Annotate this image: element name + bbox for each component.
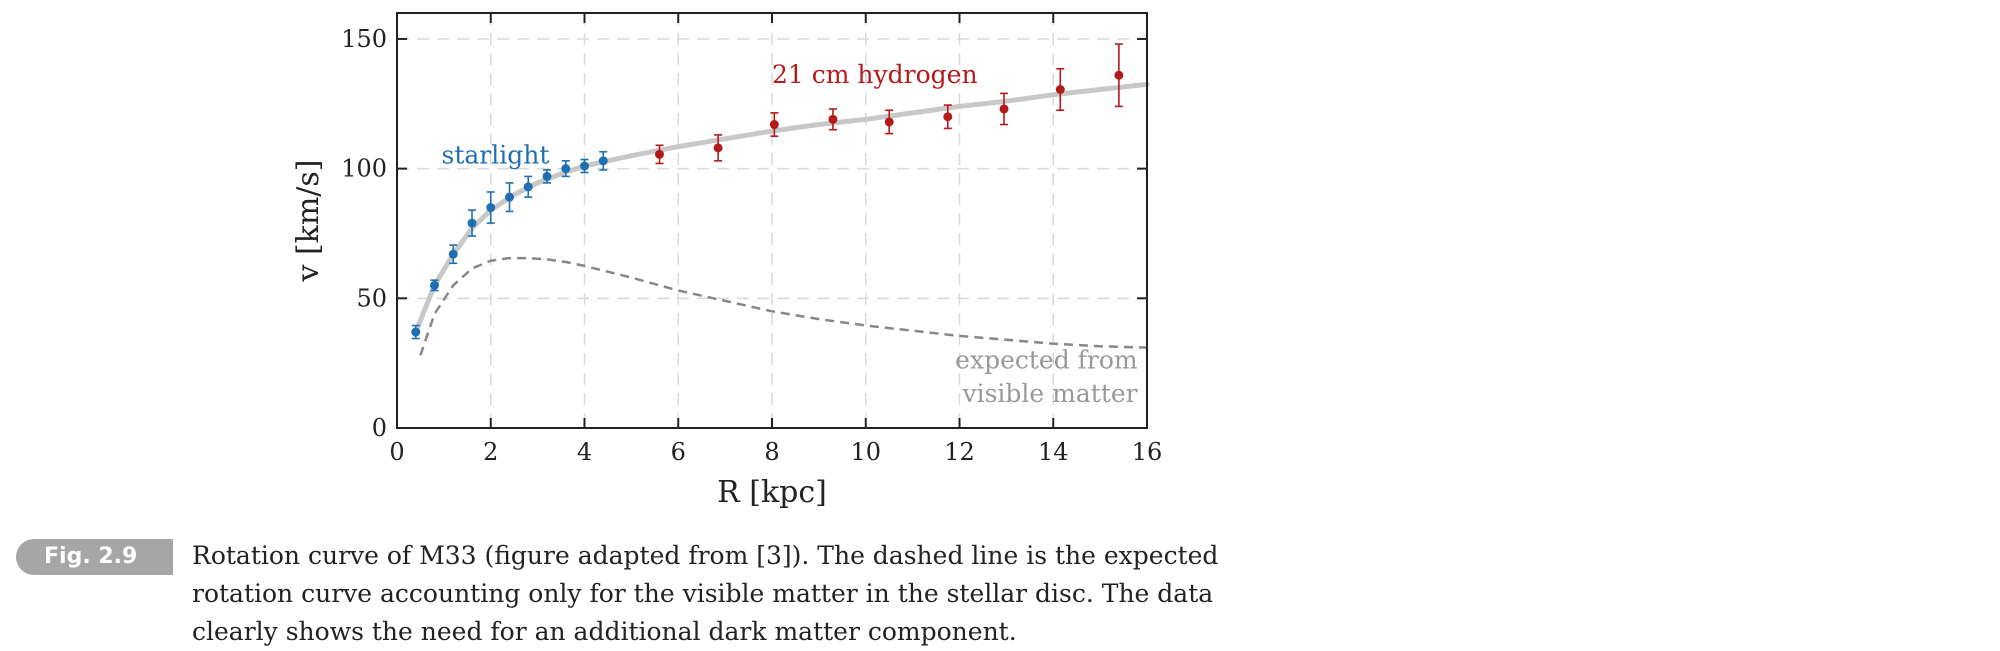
- fit-curve: [413, 81, 1150, 335]
- x-tick-label: 10: [850, 438, 881, 466]
- x-tick-label: 14: [1038, 438, 1069, 466]
- x-tick-label: 8: [764, 438, 779, 466]
- starlight-point: [448, 249, 458, 259]
- grid-lines: [397, 13, 1147, 428]
- x-tick-label: 12: [944, 438, 975, 466]
- starlight-point: [430, 280, 439, 290]
- hydrogen-point: [713, 143, 723, 153]
- starlight-point: [561, 164, 571, 174]
- expected-label-line2: visible matter: [961, 379, 1137, 408]
- axis-ticks: 0 2 4 6 8 10 12 14 16 0 50 100 150: [341, 13, 1162, 466]
- x-tick-label: 16: [1132, 438, 1163, 466]
- starlight-point: [486, 203, 496, 213]
- x-tick-label: 2: [483, 438, 498, 466]
- caption-text: Rotation curve of M33 (figure adapted fr…: [192, 541, 1219, 646]
- starlight-point: [505, 192, 514, 202]
- hydrogen-point: [943, 112, 953, 122]
- starlight-point: [523, 182, 533, 192]
- y-tick-label: 0: [372, 414, 387, 442]
- y-axis-title: v [km/s]: [291, 159, 326, 282]
- hydrogen-point: [999, 104, 1009, 114]
- starlight-point: [542, 171, 552, 181]
- starlight-point: [580, 161, 589, 171]
- x-tick-label: 0: [389, 438, 404, 466]
- y-tick-label: 50: [356, 284, 387, 312]
- starlight-point: [598, 156, 608, 166]
- y-tick-label: 100: [341, 155, 387, 183]
- x-axis-title: R [kpc]: [717, 475, 827, 510]
- x-tick-label: 4: [577, 438, 592, 466]
- expected-label-line1: expected from: [955, 345, 1138, 374]
- x-tick-label: 6: [671, 438, 686, 466]
- y-tick-label: 150: [341, 25, 387, 53]
- curves: [413, 81, 1150, 356]
- hydrogen-point: [828, 114, 838, 124]
- starlight-point: [467, 218, 477, 228]
- hydrogen-point: [769, 120, 779, 130]
- data-points: [411, 43, 1124, 340]
- hydrogen-point: [1055, 85, 1065, 95]
- visible-matter-curve: [419, 256, 1148, 356]
- hydrogen-point: [1114, 70, 1124, 80]
- starlight-label: starlight: [442, 140, 550, 169]
- hydrogen-point: [884, 117, 894, 127]
- starlight-point: [411, 327, 421, 337]
- figure-number-badge: Fig. 2.9: [16, 539, 173, 575]
- hydrogen-point: [655, 149, 664, 159]
- hydrogen-label: 21 cm hydrogen: [772, 60, 978, 89]
